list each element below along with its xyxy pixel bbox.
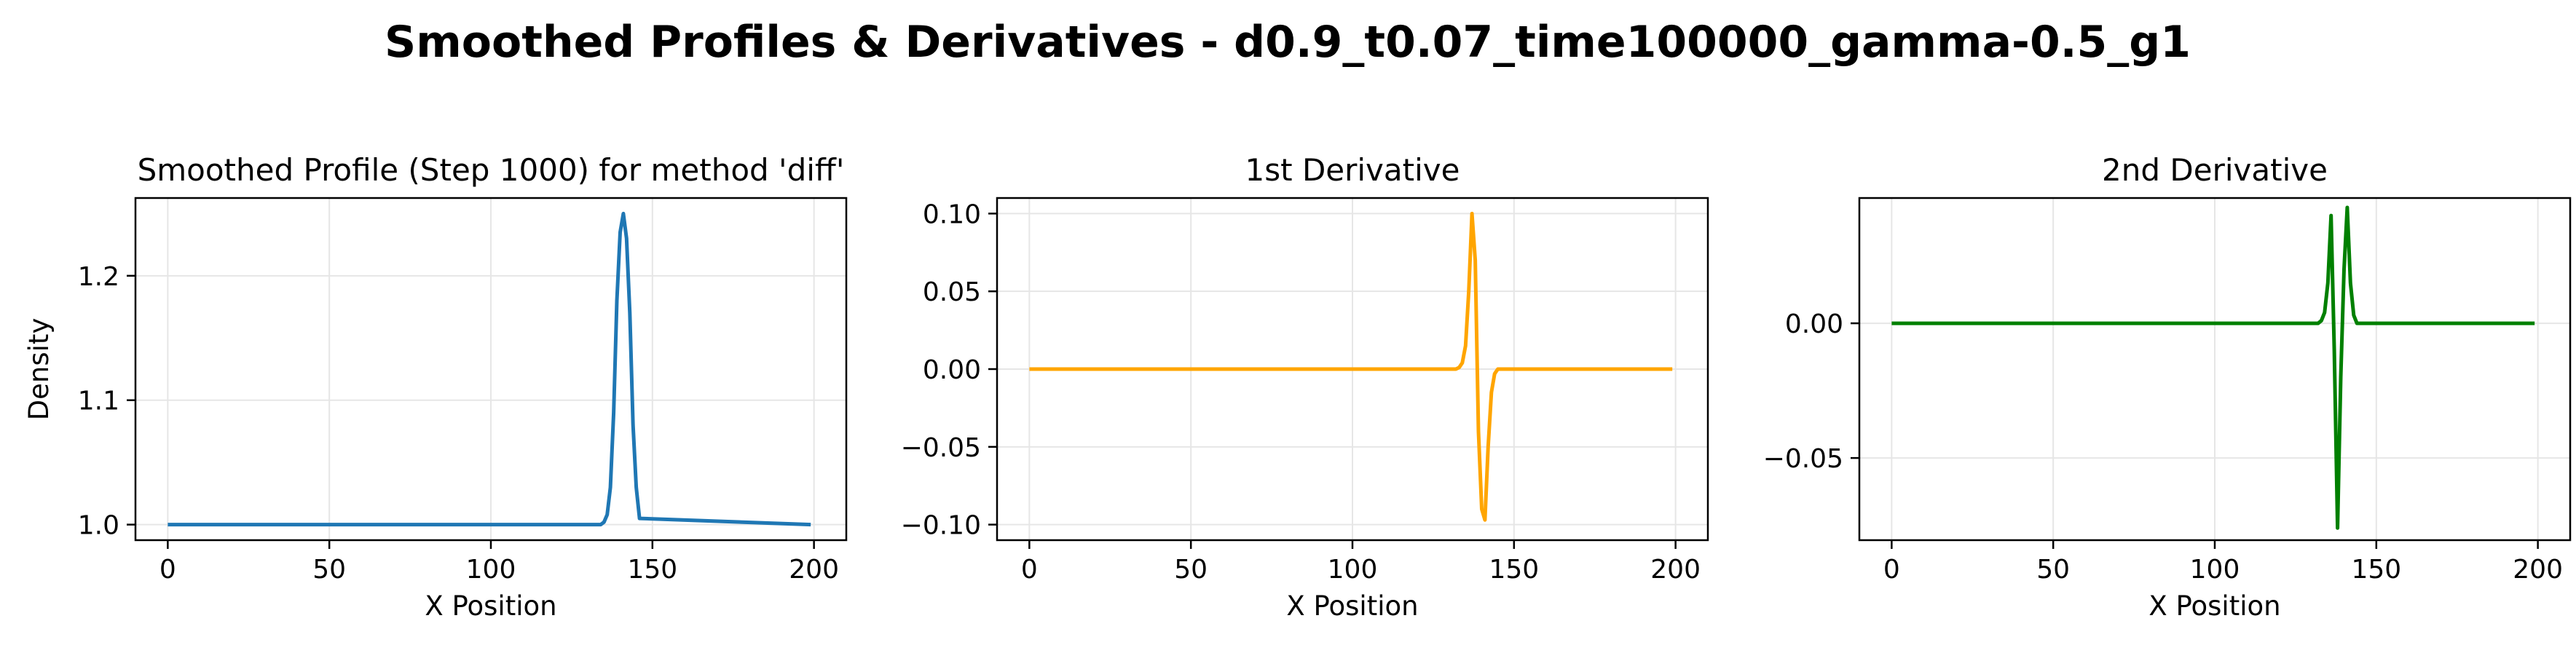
subplot-3: 0 50 100 150 200 −0.05 0.00 2nd Derivative X Pos…	[1763, 152, 2572, 622]
x-axis-label: X Position	[425, 590, 556, 622]
subplots: 0 50 100 150 200 1.0 1.1 1.2 Smoothed Profile (S…	[23, 152, 2572, 622]
x-tick-label-4: 200	[2513, 555, 2563, 585]
subplot-title: 2nd Derivative	[2102, 152, 2328, 188]
y-tick-label-0: −0.05	[1763, 444, 1843, 474]
y-tick-label-1: 1.1	[78, 387, 119, 416]
y-tick-label-1: 0.00	[1785, 309, 1843, 339]
y-tick-label-4: 0.10	[923, 199, 981, 229]
y-tick-label-0: 1.0	[78, 511, 119, 541]
x-tick-label-1: 50	[1174, 555, 1208, 585]
x-tick-label-4: 200	[1650, 555, 1701, 585]
y-tick-label-1: −0.05	[901, 433, 981, 463]
x-tick-label-1: 50	[312, 555, 346, 585]
y-tick-label-2: 0.00	[923, 355, 981, 385]
x-axis-label: X Position	[2148, 590, 2280, 622]
figure-title: Smoothed Profiles & Derivatives - d0.9_t…	[385, 17, 2191, 68]
x-tick-label-0: 0	[1883, 555, 1900, 585]
x-tick-label-0: 0	[1021, 555, 1038, 585]
x-tick-label-3: 150	[2351, 555, 2401, 585]
x-tick-label-3: 150	[627, 555, 677, 585]
x-tick-label-4: 200	[789, 555, 839, 585]
series-line-1	[1891, 205, 2535, 530]
x-tick-label-2: 100	[1328, 555, 1378, 585]
series-line-1	[168, 211, 811, 527]
x-tick-label-2: 100	[2190, 555, 2240, 585]
x-tick-label-2: 100	[466, 555, 516, 585]
subplot-title: Smoothed Profile (Step 1000) for method …	[138, 152, 845, 188]
subplot-1: 0 50 100 150 200 1.0 1.1 1.2 Smoothed Profile (S…	[23, 152, 848, 622]
x-tick-label-0: 0	[159, 555, 176, 585]
x-tick-label-3: 150	[1489, 555, 1539, 585]
subplot-title: 1st Derivative	[1245, 152, 1460, 188]
y-tick-label-3: 0.05	[923, 277, 981, 307]
x-tick-label-1: 50	[2036, 555, 2070, 585]
y-axis-label: Density	[23, 318, 55, 421]
y-tick-label-2: 1.2	[78, 262, 119, 292]
subplot-2: 0 50 100 150 200 −0.10 −0.05 0.00 0.05 0.10 1st De…	[901, 152, 1709, 622]
x-axis-label: X Position	[1286, 590, 1418, 622]
series-line-1	[1029, 211, 1673, 522]
y-tick-label-0: −0.10	[901, 511, 981, 541]
